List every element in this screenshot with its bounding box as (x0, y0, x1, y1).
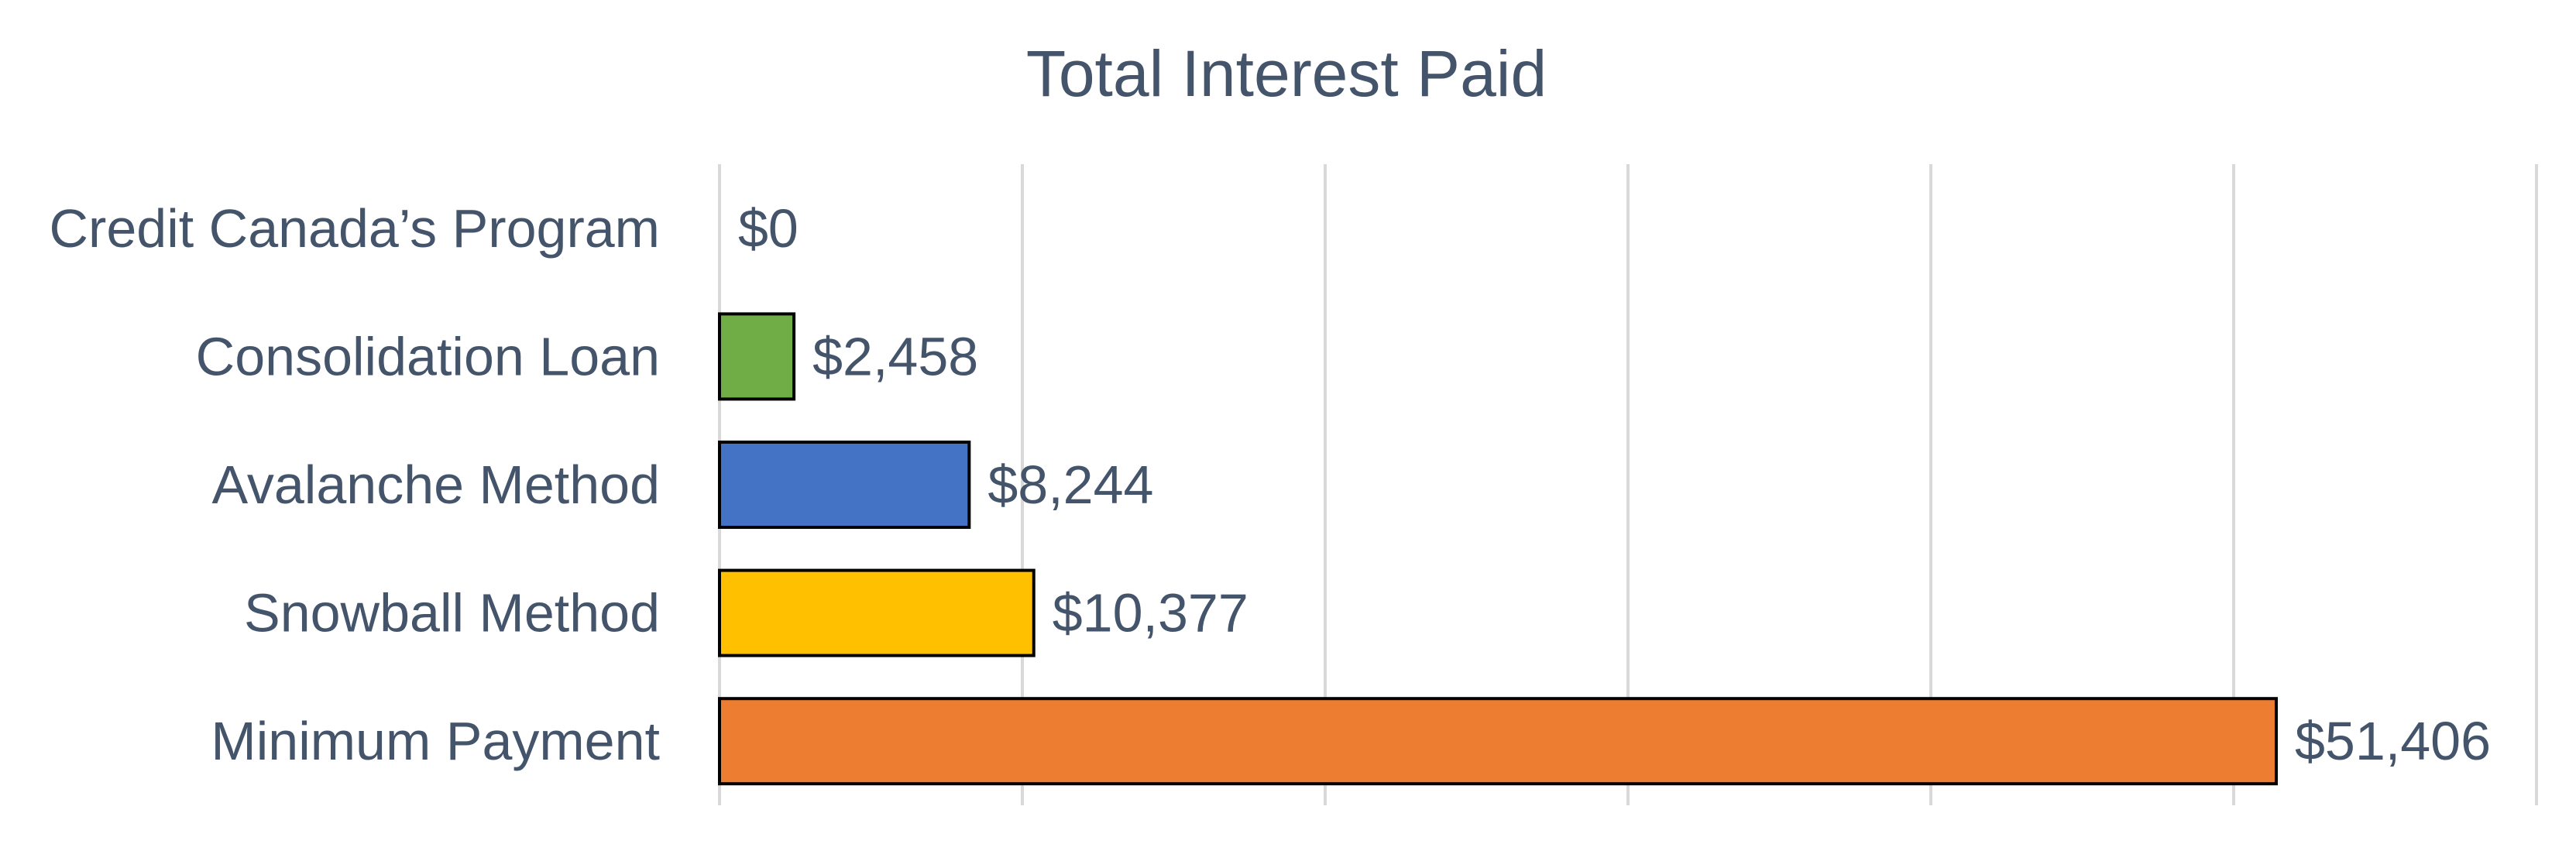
bar (718, 697, 2278, 786)
category-label: Credit Canada’s Program (49, 198, 660, 259)
data-label: $2,458 (812, 326, 978, 386)
data-label: $51,406 (2295, 711, 2491, 771)
bar (718, 441, 971, 529)
data-label: $10,377 (1053, 583, 1249, 643)
bar (718, 568, 1036, 657)
data-label: $8,244 (987, 455, 1153, 515)
bar (718, 312, 796, 401)
chart-title: Total Interest Paid (1026, 37, 1547, 110)
category-label: Avalanche Method (211, 455, 660, 515)
data-label: $0 (738, 198, 799, 259)
category-label: Consolidation Loan (196, 326, 660, 386)
category-label: Snowball Method (244, 583, 660, 643)
category-label: Minimum Payment (211, 711, 660, 771)
